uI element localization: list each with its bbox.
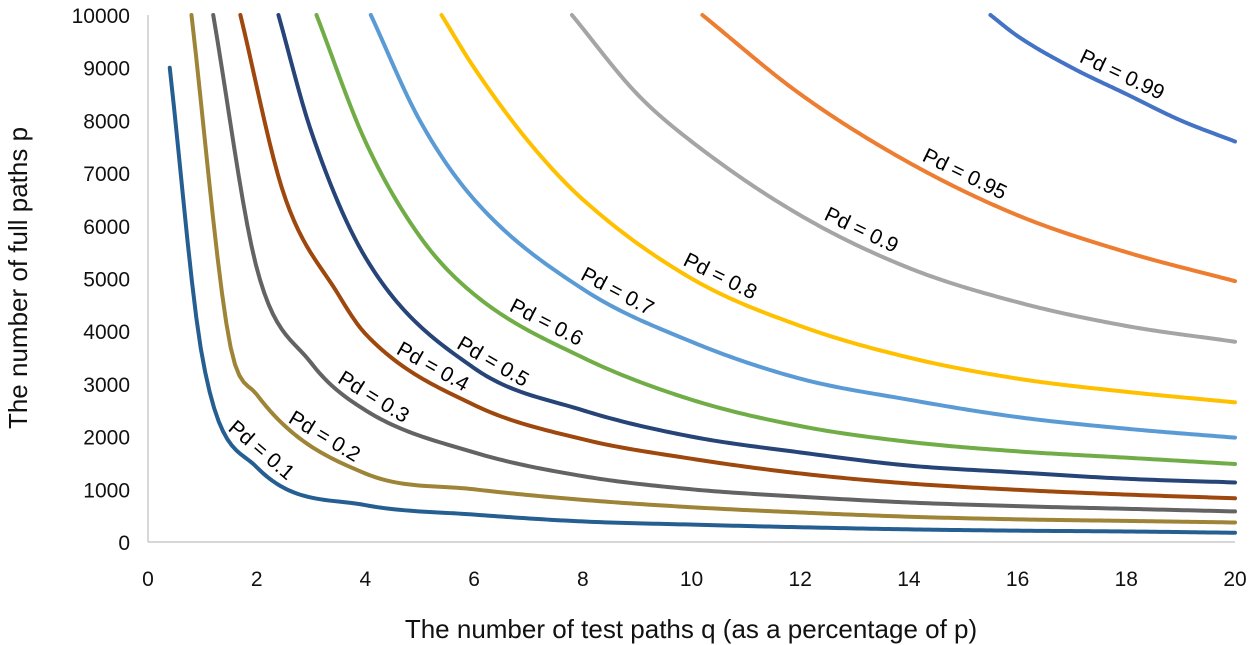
series-line	[276, 13, 1237, 485]
series-line	[569, 13, 1237, 344]
series-line	[368, 13, 1237, 440]
x-tick-label: 0	[142, 568, 154, 591]
y-tick-label: 10000	[72, 5, 130, 28]
series-line	[167, 65, 1237, 535]
tick-labels-group: 0 2 4 6 8 10 12 14 16 18 20 0 1000 2000 3000 4000 5000 60…	[72, 5, 1247, 591]
y-tick-label: 7000	[83, 163, 130, 186]
x-tick-label: 12	[789, 568, 812, 591]
y-tick-label: 4000	[83, 321, 130, 344]
series-line	[700, 13, 1237, 284]
series-line	[211, 13, 1237, 514]
y-tick-label: 9000	[83, 58, 130, 81]
axes-group	[147, 15, 1235, 543]
y-tick-label: 6000	[83, 216, 130, 239]
series-line	[314, 13, 1237, 466]
series-line	[189, 13, 1237, 525]
x-tick-label: 6	[468, 568, 480, 591]
x-tick-label: 2	[251, 568, 263, 591]
x-tick-label: 10	[680, 568, 703, 591]
y-tick-label: 2000	[83, 427, 130, 450]
x-tick-label: 18	[1115, 568, 1138, 591]
x-tick-label: 20	[1223, 568, 1246, 591]
y-tick-label: 3000	[83, 374, 130, 397]
y-tick-label: 1000	[83, 479, 130, 502]
x-tick-label: 4	[360, 568, 372, 591]
series-line	[439, 13, 1237, 405]
y-axis-title: The number of full paths p	[3, 127, 33, 429]
x-tick-label: 8	[577, 568, 589, 591]
series-line	[988, 13, 1237, 144]
series-line	[238, 13, 1237, 501]
x-axis-title: The number of test paths q (as a percent…	[405, 614, 977, 644]
x-tick-label: 16	[1006, 568, 1029, 591]
y-tick-label: 8000	[83, 110, 130, 133]
y-tick-label: 0	[118, 532, 130, 555]
x-tick-label: 14	[897, 568, 921, 591]
y-tick-label: 5000	[83, 269, 130, 292]
curves-group	[167, 13, 1237, 535]
